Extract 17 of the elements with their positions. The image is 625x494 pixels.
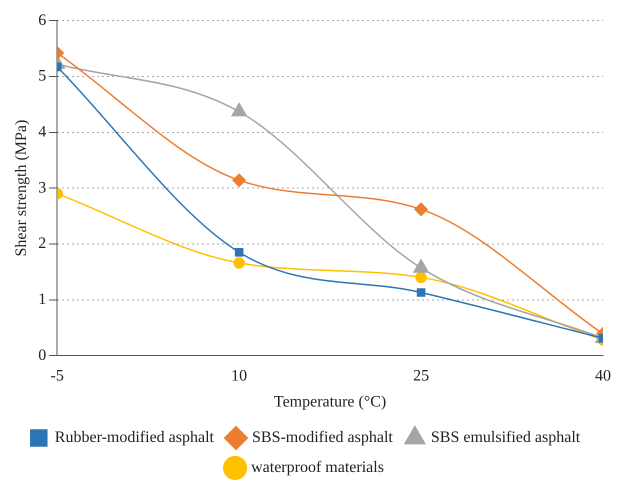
y-tick-label: 4 [38,123,46,140]
y-tick-label: 5 [38,68,46,85]
legend-label: SBS-modified asphalt [252,429,394,446]
y-axis-title: Shear strength (MPa) [12,120,30,257]
x-tick-label: 10 [231,367,248,384]
y-tick-label: 2 [38,235,46,252]
y-tick-label: 1 [38,290,46,308]
x-tick-label: -5 [50,367,64,384]
legend-label: Rubber-modified asphalt [54,429,215,446]
x-axis-title: Temperature (°C) [274,394,386,411]
legend-label: SBS emulsified asphalt [430,429,581,446]
y-tick-label: 0 [38,346,46,364]
x-tick-label: 40 [595,367,611,384]
y-tick-label: 6 [38,12,46,29]
x-tick-label: 25 [413,367,430,384]
y-tick-label: 3 [38,179,46,196]
legend-label: waterproof materials [251,459,384,476]
